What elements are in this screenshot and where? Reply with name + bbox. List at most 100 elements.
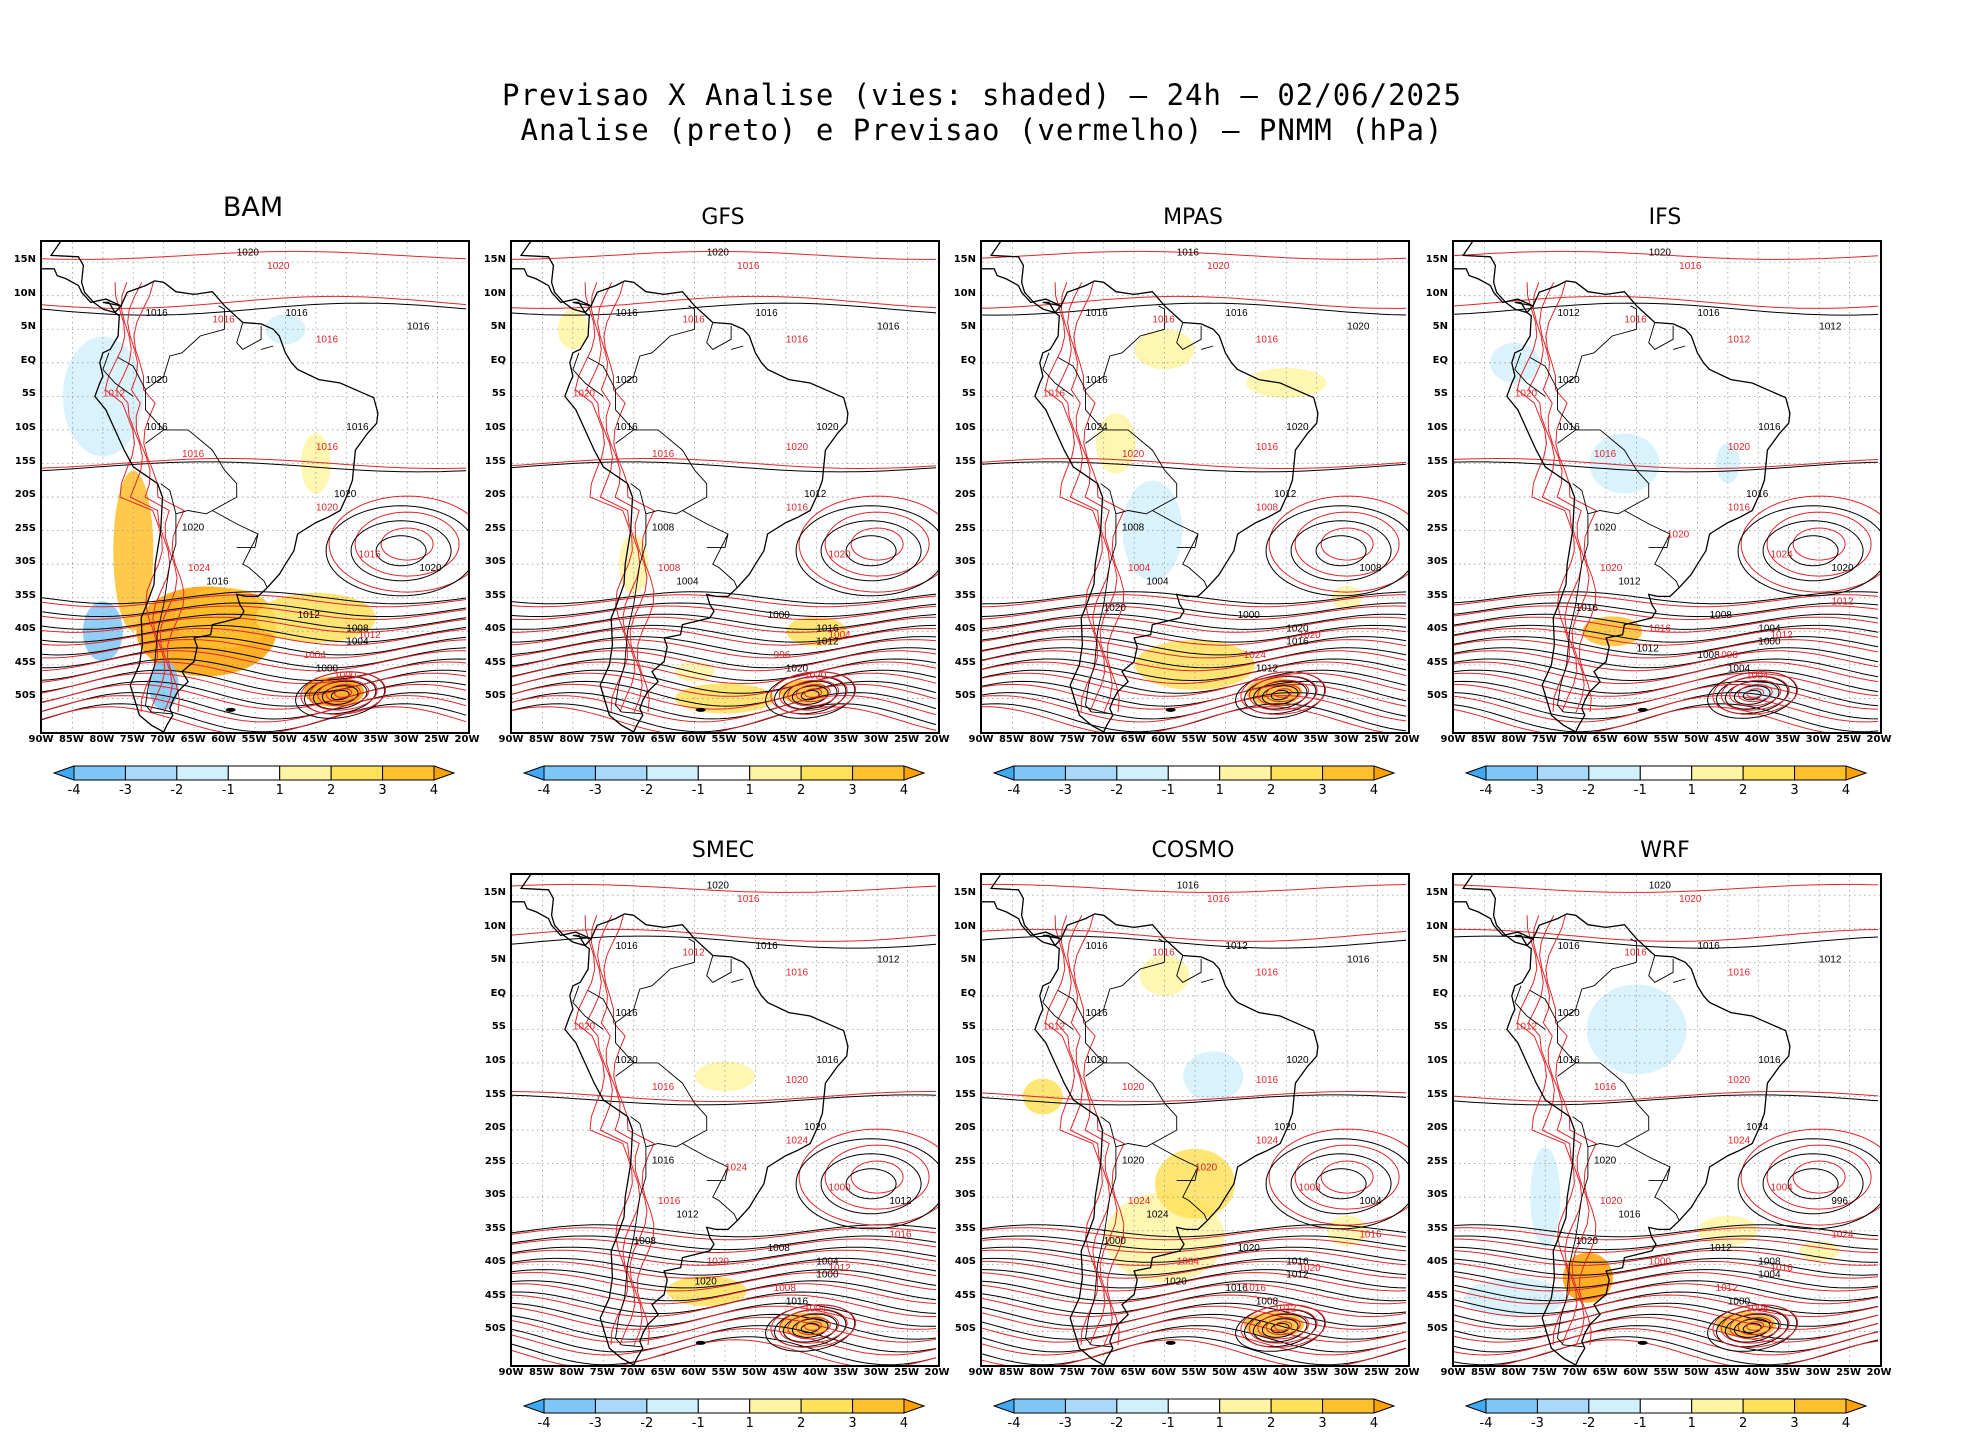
wrf-latitude-label: 5S: [1433, 1021, 1448, 1033]
cosmo-country-border: [1176, 955, 1202, 983]
bam-forecast-isobar: [42, 672, 467, 697]
ifs-colorbar-swatch: [1536, 765, 1590, 781]
gfs-bias-patch: [674, 661, 715, 682]
gfs-colorbar-swatch: [594, 765, 648, 781]
cosmo-colorbar-swatch: [1013, 1398, 1066, 1414]
smec-country-border: [615, 1146, 647, 1348]
mpas-forecast-isobar: [982, 458, 1407, 469]
wrf-forecast-isobar: [1454, 1283, 1879, 1305]
cosmo-colorbar-swatch: [1167, 1398, 1221, 1414]
mpas-longitude-label: 70W: [1090, 734, 1116, 745]
ifs-colorbar-label: 4: [1841, 783, 1851, 798]
bam-country-border: [145, 513, 177, 715]
gfs-forecast-isobar: [512, 616, 937, 633]
ifs-analysis-label: 1012: [1637, 643, 1660, 654]
ifs-analysis-label: 1016: [1746, 489, 1769, 500]
mpas-longitude-label: 60W: [1151, 734, 1177, 745]
smec-low-analysis-contour: [782, 1313, 838, 1343]
wrf-analysis-isobar: [1454, 1224, 1879, 1238]
gfs-colorbar-label: -3: [588, 783, 602, 798]
bam-forecast-label: 1012: [358, 630, 381, 641]
bam-andes-forecast-contour: [115, 282, 171, 713]
bam-forecast-label: 1020: [316, 502, 339, 513]
cosmo-analysis-isobar: [982, 1302, 1407, 1327]
gfs-analysis-isobar: [512, 647, 937, 669]
bam-longitude-label: 65W: [180, 734, 206, 745]
wrf-colorbar-label: -1: [1633, 1416, 1647, 1431]
ifs-analysis-label: 1004: [1758, 623, 1781, 634]
cosmo-colorbar-label: 2: [1267, 1416, 1276, 1431]
cosmo-forecast-isobar: [982, 1091, 1407, 1102]
wrf-low-forecast-contour: [1729, 1312, 1782, 1340]
smec-country-border: [688, 938, 696, 963]
cosmo-colorbar-swatch: [1116, 1398, 1169, 1414]
smec-falkland-islands: [695, 1340, 706, 1345]
smec-forecast-isobar: [512, 1227, 937, 1241]
gfs-latitude-label: 20S: [484, 489, 506, 501]
ifs-analysis-isobar: [1454, 636, 1879, 656]
figure-title-line-1: Previsao X Analise (vies: shaded) – 24h …: [502, 78, 1462, 112]
ifs-analysis-isobar: [1454, 602, 1879, 617]
gfs-longitude-label: 25W: [894, 734, 920, 745]
cosmo-analysis-label: 1016: [1286, 1256, 1309, 1267]
bam-colorbar-label: -3: [118, 783, 132, 798]
mpas-longitude-label: 30W: [1333, 734, 1359, 745]
wrf-panel-title: WRF: [1640, 838, 1690, 863]
wrf-forecast-isobar: [1454, 1328, 1879, 1356]
gfs-latitude-label: 35S: [484, 589, 506, 601]
wrf-analysis-label: 1016: [1758, 1055, 1781, 1066]
bam-country-border: [212, 510, 259, 548]
wrf-analysis-label: 1016: [1557, 1055, 1580, 1066]
gfs-colorbar-label: -1: [691, 783, 705, 798]
cosmo-latitude-label: EQ: [960, 987, 976, 999]
bam-forecast-label: 1016: [358, 549, 381, 560]
ifs-country-border: [1514, 352, 1546, 397]
wrf-longitude-label: 25W: [1836, 1367, 1862, 1378]
wrf-forecast-label: 1016: [1728, 968, 1751, 979]
ifs-longitude-label: 40W: [1744, 734, 1770, 745]
bam-colorbar-label: 1: [275, 783, 284, 798]
ifs-high-analysis-contour: [1787, 535, 1839, 567]
mpas-coastline: [1034, 280, 1319, 732]
wrf-colorbar-label: 4: [1841, 1416, 1851, 1431]
bam-latitude-label: 5N: [20, 321, 36, 333]
mpas-central-america-coastline: [982, 242, 1063, 314]
smec-forecast-label: 1016: [786, 968, 809, 979]
ifs-colorbar-label: -2: [1582, 783, 1596, 798]
smec-colorbar-swatch: [646, 1398, 699, 1414]
ifs-colorbar-label: 2: [1739, 783, 1748, 798]
mpas-high-analysis-contour: [1290, 520, 1392, 582]
mpas-country-border: [1042, 352, 1074, 397]
smec-longitude-label: 55W: [711, 1367, 737, 1378]
ifs-analysis-isobar: [1454, 302, 1879, 316]
wrf-analysis-label: 1012: [1710, 1243, 1733, 1254]
mpas-analysis-label: 1020: [1286, 623, 1309, 634]
wrf-country-border: [1624, 1143, 1671, 1181]
mpas-analysis-label: 1008: [1359, 563, 1382, 574]
mpas-analysis-label: 1004: [1146, 576, 1169, 587]
wrf-forecast-label: 1020: [1600, 1196, 1623, 1207]
wrf-forecast-isobar: [1454, 1272, 1879, 1292]
smec-low-forecast-contour: [770, 1304, 857, 1348]
gfs-country-border: [712, 533, 738, 588]
ifs-low-analysis-contour: [1724, 680, 1780, 710]
ifs-latitude-label: 45S: [1426, 656, 1448, 668]
gfs-forecast-isobar: [512, 672, 937, 697]
smec-longitude-label: 60W: [681, 1367, 707, 1378]
bam-bias-patch: [113, 470, 154, 631]
cosmo-longitude-label: 30W: [1333, 1367, 1359, 1378]
smec-colorbar-label: 1: [745, 1416, 754, 1431]
ifs-map-canvas: 1020 1012 1016 1012 1020 1016 1016 1016 1020 1012…: [1454, 242, 1880, 732]
bam-longitude-label: 85W: [58, 734, 84, 745]
mpas-forecast-label: 1024: [1244, 650, 1267, 661]
wrf-forecast-isobar: [1454, 883, 1879, 893]
bam-high-forecast-contour: [380, 527, 434, 561]
smec-longitude-label: 75W: [589, 1367, 615, 1378]
gfs-country-border: [615, 513, 647, 715]
bam-longitude-label: 45W: [302, 734, 328, 745]
cosmo-forecast-label: 1012: [1043, 1021, 1066, 1032]
mpas-country-border: [1085, 328, 1165, 431]
bam-low-forecast-contour: [300, 671, 387, 715]
wrf-andes-forecast-contour: [1545, 915, 1597, 1345]
mpas-forecast-isobar: [982, 250, 1407, 260]
